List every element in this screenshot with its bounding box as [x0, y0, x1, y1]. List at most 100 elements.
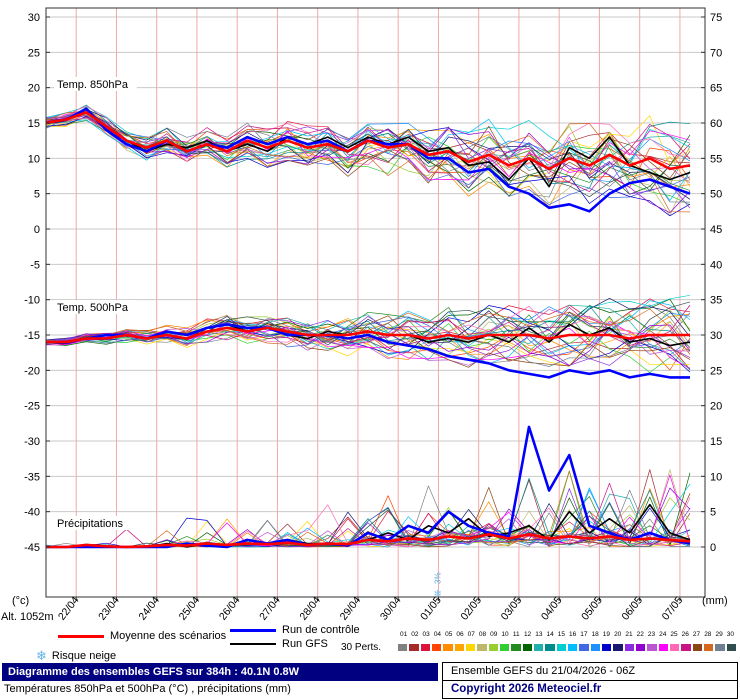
pert-color-swatch — [409, 644, 419, 651]
svg-text:30: 30 — [710, 330, 722, 342]
pert-number: 08 — [478, 631, 487, 638]
snowflake-icon: ❄ — [36, 648, 47, 663]
pert-color-swatch — [398, 644, 408, 651]
svg-text:-45: -45 — [24, 542, 40, 554]
svg-text:50: 50 — [710, 189, 722, 201]
svg-text:65: 65 — [710, 83, 722, 95]
svg-text:35: 35 — [710, 295, 722, 307]
svg-text:5: 5 — [34, 189, 40, 201]
ensemble-members — [46, 104, 691, 217]
svg-text:23/04: 23/04 — [96, 594, 122, 622]
svg-text:29/04: 29/04 — [338, 594, 364, 622]
pert-color-swatch — [431, 644, 442, 651]
pert-number: 05 — [445, 631, 453, 638]
svg-text:10: 10 — [710, 471, 722, 483]
pert-color-swatch — [443, 644, 453, 651]
svg-text:03/05: 03/05 — [499, 594, 525, 622]
pert-numbers: 01 02 03 04 05 06 07 08 09 10 11 12 13 14 15 16 17 18 19 20… — [398, 631, 736, 638]
svg-text:❄: ❄ — [433, 589, 441, 600]
svg-text:-20: -20 — [24, 365, 40, 377]
panel-2 — [46, 425, 691, 549]
footer-subtitle: Températures 850hPa et 500hPa (°C) , pré… — [4, 683, 291, 695]
svg-text:26/04: 26/04 — [217, 594, 243, 622]
pert-number: 17 — [580, 631, 588, 638]
pert-swatches — [398, 644, 736, 651]
pert-color-swatch — [703, 644, 714, 651]
panel-1 — [46, 294, 691, 379]
pert-color-swatch — [635, 644, 646, 651]
ensemble-chart: Temp. 850hPa Temp. 500hPa Précipitations 30… — [12, 7, 728, 623]
svg-text:10: 10 — [28, 153, 40, 165]
svg-text:-15: -15 — [24, 330, 40, 342]
svg-text:5: 5 — [710, 507, 716, 519]
pert-number: 12 — [523, 631, 532, 638]
pert-color-swatch — [420, 644, 430, 651]
pert-color-swatch — [465, 644, 476, 651]
pert-color-swatch — [522, 644, 532, 651]
legend-snow-risk: ❄ Risque neige — [36, 649, 116, 662]
pert-number: 16 — [569, 631, 577, 638]
svg-text:20: 20 — [710, 401, 722, 413]
pert-color-swatch — [715, 644, 725, 651]
pert-number: 29 — [715, 631, 723, 638]
pert-number: 30 — [726, 631, 734, 638]
svg-text:07/05: 07/05 — [660, 594, 686, 622]
legend-mean: Moyenne des scénarios — [58, 630, 226, 642]
pert-number: 04 — [433, 631, 442, 638]
snow-risk-label: Risque neige — [51, 649, 117, 662]
svg-text:60: 60 — [710, 118, 722, 130]
svg-text:27/04: 27/04 — [257, 594, 283, 622]
svg-text:30: 30 — [28, 12, 40, 24]
svg-text:-25: -25 — [24, 401, 40, 413]
pert-number: 03 — [422, 631, 430, 638]
left-axis-unit: (°c) — [12, 595, 29, 607]
pert-number: 18 — [591, 631, 599, 638]
pert-color-swatch — [681, 644, 691, 651]
svg-text:02/05: 02/05 — [458, 594, 484, 622]
svg-text:25: 25 — [710, 365, 722, 377]
panel-label: Temp. 850hPa — [54, 77, 137, 91]
pert-color-swatch — [579, 644, 589, 651]
pert-number: 02 — [411, 631, 419, 638]
pert-number: 23 — [647, 631, 656, 638]
pert-color-swatch — [454, 644, 464, 651]
panel-label: Précipitations — [54, 516, 150, 530]
pert-number: 27 — [692, 631, 701, 638]
pert-number: 11 — [512, 631, 520, 638]
svg-text:25: 25 — [28, 47, 40, 59]
svg-text:05/05: 05/05 — [579, 594, 605, 622]
pert-color-swatch — [556, 644, 566, 651]
panel-label: Temp. 500hPa — [54, 300, 137, 314]
pert-color-swatch — [590, 644, 600, 651]
pert-number: 10 — [501, 631, 509, 638]
svg-text:-5: -5 — [30, 259, 40, 271]
legend-control-label: Run de contrôle — [282, 624, 360, 636]
svg-text:55: 55 — [710, 153, 722, 165]
pert-color-swatch — [567, 644, 578, 651]
pert-number: 19 — [602, 631, 611, 638]
svg-text:0: 0 — [34, 224, 40, 236]
pert-number: 06 — [456, 631, 464, 638]
pert-color-swatch — [726, 644, 736, 651]
svg-text:06/05: 06/05 — [619, 594, 645, 622]
pert-color-swatch — [669, 644, 680, 651]
control-line-swatch — [230, 628, 276, 632]
pert-number: 28 — [704, 631, 712, 638]
right-axis-unit: (mm) — [702, 595, 728, 607]
pert-color-swatch — [658, 644, 668, 651]
svg-text:Temp. 500hPa: Temp. 500hPa — [57, 302, 129, 314]
pert-number: 14 — [546, 631, 554, 638]
pert-color-swatch — [499, 644, 510, 651]
gfs-line-swatch — [230, 643, 276, 645]
panel-0 — [46, 104, 691, 217]
pert-color-swatch — [647, 644, 657, 651]
svg-text:04/05: 04/05 — [539, 594, 565, 622]
pert-number: 22 — [636, 631, 644, 638]
svg-text:3%: 3% — [433, 572, 442, 584]
svg-text:24/04: 24/04 — [136, 594, 162, 622]
svg-text:0: 0 — [710, 542, 716, 554]
perts-count-label: 30 Perts. — [341, 642, 382, 653]
pert-color-swatch — [601, 644, 612, 651]
svg-text:20: 20 — [28, 83, 40, 95]
pert-number: 13 — [535, 631, 543, 638]
